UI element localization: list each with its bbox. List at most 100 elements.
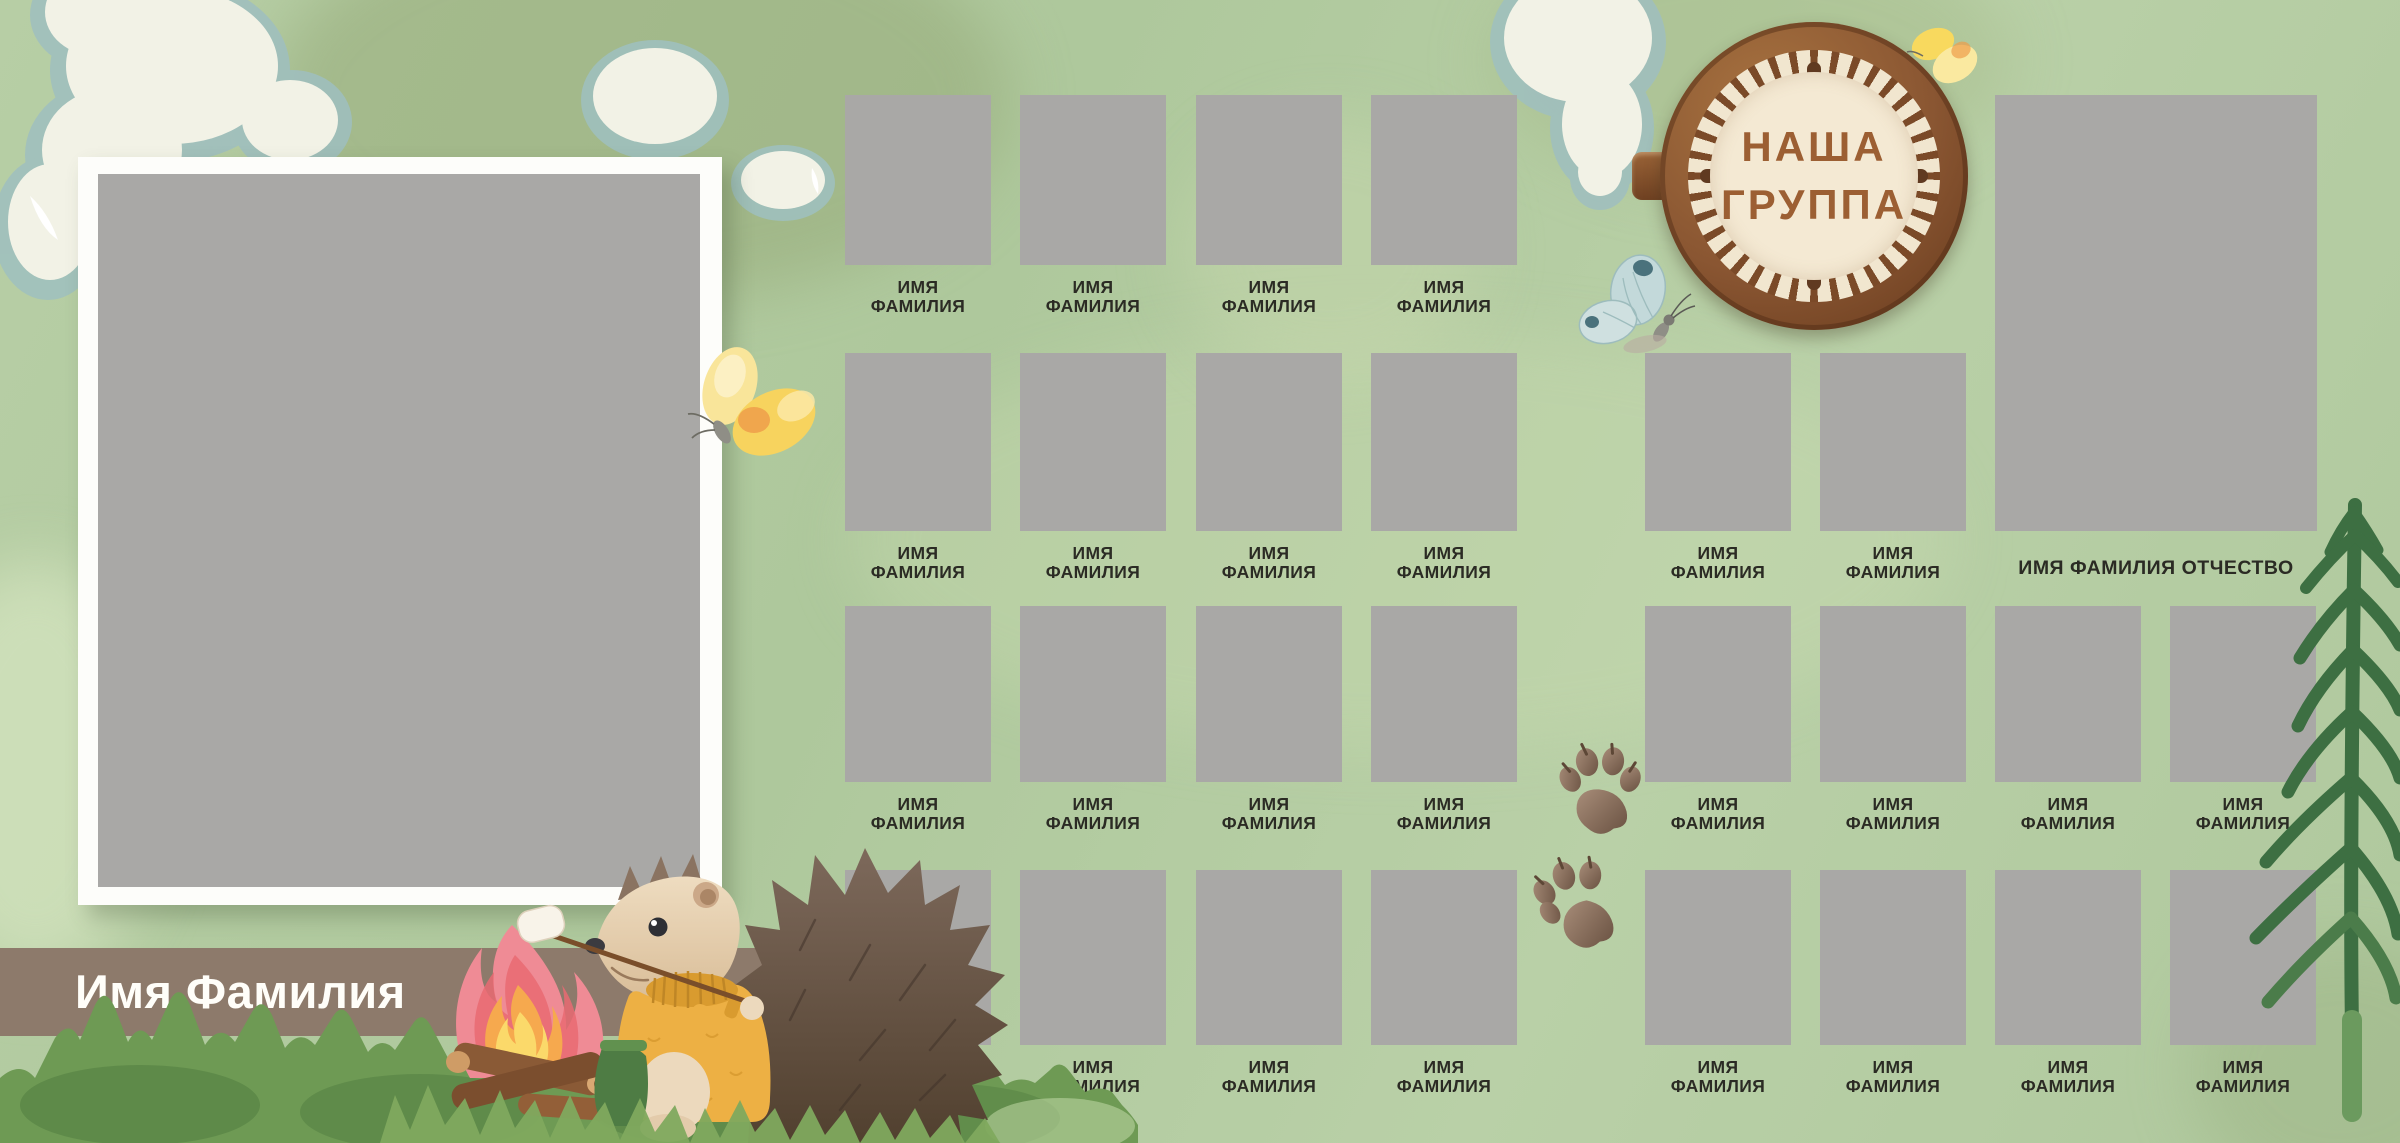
photo-placeholder[interactable] <box>1020 870 1166 1045</box>
photo-placeholder[interactable] <box>1995 606 2141 782</box>
photo-cell-label: ИМЯ ФАМИЛИЯ <box>1020 544 1166 582</box>
label-line2: ФАМИЛИЯ <box>1845 1076 1941 1096</box>
photo-cell-label: ИМЯ ФАМИЛИЯ <box>1020 795 1166 833</box>
label-line1: ИМЯ <box>1872 543 1914 563</box>
photo-placeholder[interactable] <box>1995 870 2141 1045</box>
photo-cell: ИМЯ ФАМИЛИЯ <box>1371 353 1517 582</box>
label-line2: ФАМИЛИЯ <box>2020 1076 2116 1096</box>
photo-placeholder[interactable] <box>1020 353 1166 531</box>
photo-cell: ИМЯ ФАМИЛИЯ <box>845 870 991 1096</box>
photo-placeholder[interactable] <box>1820 606 1966 782</box>
photo-placeholder[interactable] <box>1020 95 1166 265</box>
photo-cell: ИМЯ ФАМИЛИЯ <box>845 95 991 316</box>
label-line2: ФАМИЛИЯ <box>1396 296 1492 316</box>
label-line1: ИМЯ <box>2222 1057 2264 1077</box>
photo-cell: ИМЯ ФАМИЛИЯ <box>1371 606 1517 833</box>
photo-cell-label: ИМЯ ФАМИЛИЯ <box>1196 795 1342 833</box>
photo-placeholder[interactable] <box>2170 606 2316 782</box>
marshmallow-icon <box>516 904 566 944</box>
photo-placeholder[interactable] <box>1371 870 1517 1045</box>
photo-cell-label: ИМЯ ФАМИЛИЯ <box>1820 544 1966 582</box>
photo-placeholder[interactable] <box>845 353 991 531</box>
photo-placeholder[interactable] <box>1196 606 1342 782</box>
photo-placeholder[interactable] <box>1371 353 1517 531</box>
photo-cell-label: ИМЯ ФАМИЛИЯ <box>1645 795 1791 833</box>
label-line2: ФАМИЛИЯ <box>1045 562 1141 582</box>
label-line2: ФАМИЛИЯ <box>870 296 966 316</box>
photo-placeholder[interactable] <box>845 870 991 1045</box>
photo-cell-label: ИМЯ ФАМИЛИЯ <box>1020 278 1166 316</box>
label-line2: ФАМИЛИЯ <box>1045 1076 1141 1096</box>
label-line2: ФАМИЛИЯ <box>1396 562 1492 582</box>
label-line2: ФАМИЛИЯ <box>1845 813 1941 833</box>
label-line1: ИМЯ <box>1697 543 1739 563</box>
badge-title-line2: ГРУППА <box>1720 181 1908 228</box>
label-line1: ИМЯ <box>1248 794 1290 814</box>
photo-cell-label: ИМЯ ФАМИЛИЯ <box>1196 544 1342 582</box>
label-line1: ИМЯ <box>1072 1057 1114 1077</box>
photo-cell: ИМЯ ФАМИЛИЯ <box>2170 870 2316 1096</box>
photo-cell: ИМЯ ФАМИЛИЯ <box>1371 870 1517 1096</box>
photo-placeholder[interactable] <box>1020 606 1166 782</box>
photo-cell-label: ИМЯ ФАМИЛИЯ <box>1371 1058 1517 1096</box>
photo-cell-label: ИМЯ ФАМИЛИЯ <box>1645 544 1791 582</box>
photo-placeholder[interactable] <box>1645 353 1791 531</box>
label-line1: ИМЯ <box>897 543 939 563</box>
label-line1: ИМЯ <box>2222 794 2264 814</box>
photo-cell: ИМЯ ФАМИЛИЯ <box>1020 353 1166 582</box>
boot-icon <box>594 1043 648 1126</box>
label-line1: ИМЯ <box>1072 277 1114 297</box>
photo-placeholder[interactable] <box>1820 353 1966 531</box>
photo-cell-label: ИМЯ ФАМИЛИЯ <box>1820 795 1966 833</box>
group-badge: НАША ГРУППА <box>1632 22 1968 330</box>
photo-placeholder[interactable] <box>1820 870 1966 1045</box>
photo-cell: ИМЯ ФАМИЛИЯ <box>1645 606 1791 833</box>
label-line1: ИМЯ <box>2047 794 2089 814</box>
photo-placeholder[interactable] <box>1371 95 1517 265</box>
label-line2: ФАМИЛИЯ <box>1045 813 1141 833</box>
label-line1: ИМЯ <box>1423 277 1465 297</box>
photo-placeholder[interactable] <box>1645 606 1791 782</box>
label-line1: ИМЯ <box>1248 1057 1290 1077</box>
label-line1: ИМЯ <box>1423 1057 1465 1077</box>
photo-cell-label: ИМЯ ФАМИЛИЯ <box>845 795 991 833</box>
photo-placeholder[interactable] <box>1371 606 1517 782</box>
photo-cell: ИМЯ ФАМИЛИЯ <box>1196 353 1342 582</box>
photo-cell: ИМЯ ФАМИЛИЯ <box>2170 606 2316 833</box>
photo-cell-label: ИМЯ ФАМИЛИЯ <box>1020 1058 1166 1096</box>
photo-placeholder[interactable] <box>1196 353 1342 531</box>
photo-cell: ИМЯ ФАМИЛИЯ <box>1196 870 1342 1096</box>
label-line2: ФАМИЛИЯ <box>2020 813 2116 833</box>
photo-placeholder[interactable] <box>845 606 991 782</box>
photo-cell-label: ИМЯ ФАМИЛИЯ <box>845 278 991 316</box>
photo-cell-label: ИМЯ ФАМИЛИЯ <box>1995 795 2141 833</box>
label-line2: ФАМИЛИЯ <box>1396 813 1492 833</box>
photo-cell-label: ИМЯ ФАМИЛИЯ <box>1196 1058 1342 1096</box>
photo-cell: ИМЯ ФАМИЛИЯ <box>1020 95 1166 316</box>
main-photo-placeholder[interactable] <box>98 174 700 887</box>
photo-placeholder[interactable] <box>1196 95 1342 265</box>
label-line2: ФАМИЛИЯ <box>1396 1076 1492 1096</box>
photo-cell-label: ИМЯ ФАМИЛИЯ <box>1371 795 1517 833</box>
photo-placeholder[interactable] <box>845 95 991 265</box>
badge-face: НАША ГРУППА <box>1710 72 1918 280</box>
photo-placeholder[interactable] <box>1196 870 1342 1045</box>
photo-cell: ИМЯ ФАМИЛИЯ <box>1645 353 1791 582</box>
label-line1: ИМЯ <box>897 1057 939 1077</box>
label-line2: ФАМИЛИЯ <box>1670 562 1766 582</box>
label-line2: ФАМИЛИЯ <box>1670 1076 1766 1096</box>
label-line1: ИМЯ <box>2047 1057 2089 1077</box>
photo-cell: ИМЯ ФАМИЛИЯ <box>1995 606 2141 833</box>
teacher-photo-placeholder[interactable] <box>1995 95 2317 531</box>
photo-cell-label: ИМЯ ФАМИЛИЯ <box>1645 1058 1791 1096</box>
photo-placeholder[interactable] <box>2170 870 2316 1045</box>
main-photo-caption: Имя Фамилия <box>75 965 406 1018</box>
label-line1: ИМЯ <box>1423 794 1465 814</box>
photo-placeholder[interactable] <box>1645 870 1791 1045</box>
label-line2: ФАМИЛИЯ <box>1845 562 1941 582</box>
label-line1: ИМЯ <box>1423 543 1465 563</box>
photo-cell: ИМЯ ФАМИЛИЯ <box>845 606 991 833</box>
photo-cell-label: ИМЯ ФАМИЛИЯ <box>1196 278 1342 316</box>
label-line1: ИМЯ <box>897 794 939 814</box>
